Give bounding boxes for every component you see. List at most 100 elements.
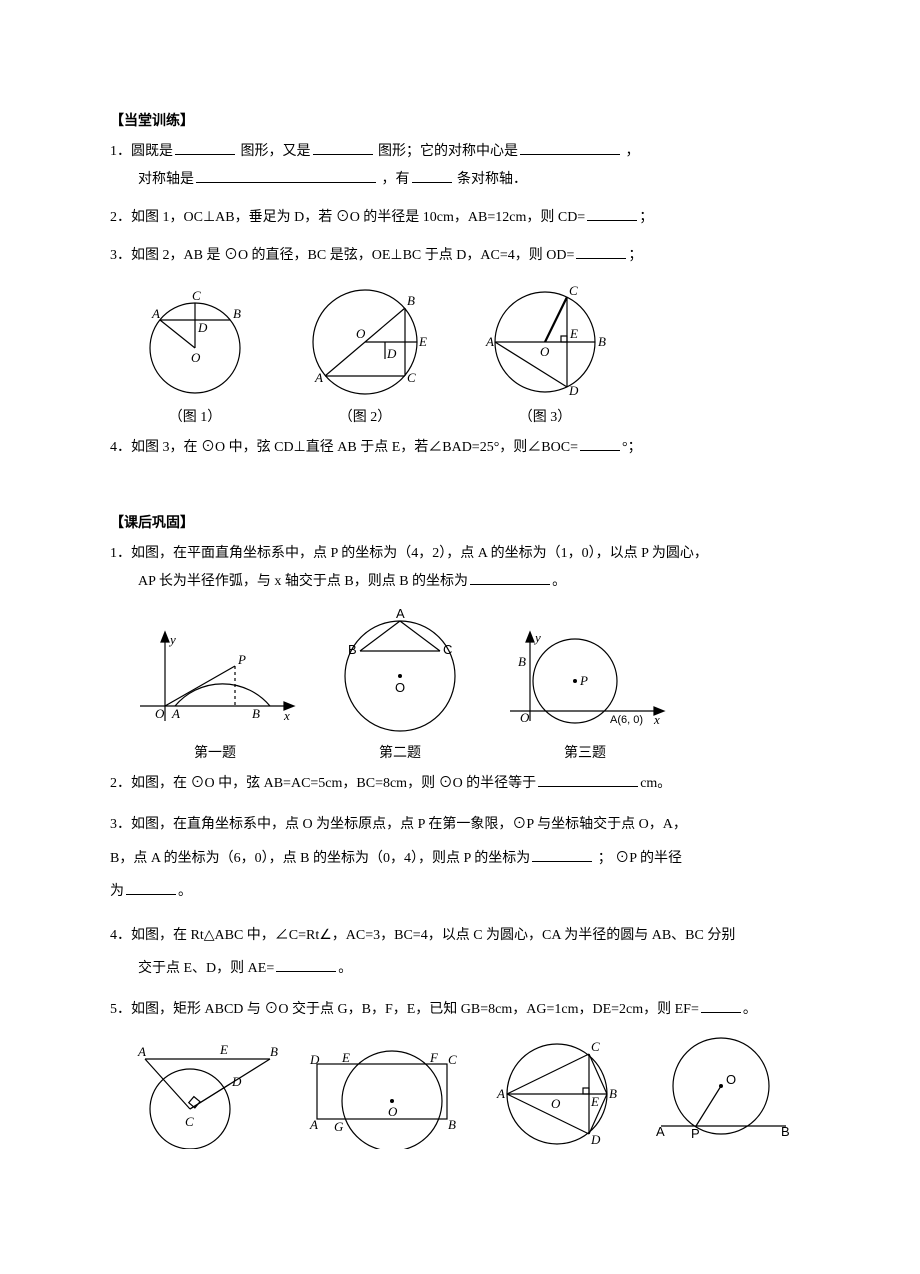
s1-q1: 1．圆既是 图形，又是 图形；它的对称中心是 ， 对称轴是 ，有 条对称轴． xyxy=(110,138,810,194)
blank xyxy=(576,243,626,259)
s1-q2a: 2．如图 1，OC⊥AB，垂足为 D，若 ⊙O 的半径是 10cm，AB=12c… xyxy=(110,210,585,225)
svg-text:A: A xyxy=(314,370,323,385)
svg-text:A: A xyxy=(151,306,160,321)
s1-q4b: °； xyxy=(622,440,642,455)
svg-text:D: D xyxy=(568,383,579,398)
blank xyxy=(701,997,741,1013)
svg-text:A(6, 0): A(6, 0) xyxy=(610,714,643,726)
s2-q4b: 交于点 E、D，则 AE= xyxy=(110,961,274,976)
s1-fig2: A B C O D E （图 2） xyxy=(290,280,440,432)
s1-fig1-cap: （图 1） xyxy=(169,404,222,432)
s2-q5a: 5．如图，矩形 ABCD 与 ⊙O 交于点 G，B，F，E，已知 GB=8cm，… xyxy=(110,1002,699,1017)
svg-text:P: P xyxy=(237,652,246,667)
svg-text:O: O xyxy=(155,706,165,721)
s2-fig4: A B C D E xyxy=(120,1034,280,1149)
blank xyxy=(412,167,452,183)
svg-text:O: O xyxy=(191,350,201,365)
s2-fig6: A B C D O E xyxy=(479,1034,634,1149)
svg-text:C: C xyxy=(448,1052,457,1067)
s1-q4: 4．如图 3，在 ⊙O 中，弦 CD⊥直径 AB 于点 E，若∠BAD=25°，… xyxy=(110,434,810,462)
s2-fig5: D E F C A G B O xyxy=(292,1034,467,1149)
s2-fig2-svg: A B C O xyxy=(330,606,470,736)
s2-fig1-svg: y x O A B P xyxy=(130,626,300,736)
svg-text:B: B xyxy=(609,1086,617,1101)
s2-fig2: A B C O 第二题 xyxy=(330,606,470,768)
blank xyxy=(276,956,336,972)
svg-text:A: A xyxy=(309,1117,318,1132)
svg-text:B: B xyxy=(598,334,606,349)
svg-text:C: C xyxy=(185,1114,194,1129)
svg-text:B: B xyxy=(407,293,415,308)
s2-q1b: AP 长为半径作弧，与 x 轴交于点 B，则点 B 的坐标为 xyxy=(110,574,468,589)
s1-q4a: 4．如图 3，在 ⊙O 中，弦 CD⊥直径 AB 于点 E，若∠BAD=25°，… xyxy=(110,440,578,455)
s2-q2: 2．如图，在 ⊙O 中，弦 AB=AC=5cm，BC=8cm，则 ⊙O 的半径等… xyxy=(110,770,810,798)
s1-fig3-svg: A B C D E O xyxy=(470,280,620,400)
svg-text:O: O xyxy=(551,1096,561,1111)
svg-text:D: D xyxy=(590,1132,601,1147)
section1-title: 【当堂训练】 xyxy=(110,108,810,136)
s2-fig3: y x O B P A(6, 0) 第三题 xyxy=(500,626,670,768)
s2-fig4-svg: A B C D E xyxy=(120,1034,280,1149)
s1-q2b: ； xyxy=(639,210,653,225)
blank xyxy=(520,139,620,155)
svg-text:C: C xyxy=(569,283,578,298)
svg-text:C: C xyxy=(407,370,416,385)
s1-q1g: 条对称轴． xyxy=(457,172,527,187)
svg-text:O: O xyxy=(726,1072,736,1087)
svg-text:D: D xyxy=(231,1074,242,1089)
svg-text:y: y xyxy=(533,630,541,645)
s2-q5b: 。 xyxy=(743,1002,757,1017)
s2-fig3-cap: 第三题 xyxy=(564,740,606,768)
s2-q3e: 。 xyxy=(178,884,192,899)
svg-text:E: E xyxy=(341,1050,350,1065)
s2-fig1: y x O A B P 第一题 xyxy=(130,626,300,768)
blank xyxy=(470,569,550,585)
s1-fig1: A C B D O （图 1） xyxy=(130,280,260,432)
s2-q4c: 。 xyxy=(338,961,352,976)
svg-text:B: B xyxy=(448,1117,456,1132)
s1-figrow: A C B D O （图 1） A B C O xyxy=(130,280,810,432)
s2-q2a: 2．如图，在 ⊙O 中，弦 AB=AC=5cm，BC=8cm，则 ⊙O 的半径等… xyxy=(110,776,536,791)
svg-text:G: G xyxy=(334,1119,344,1134)
blank xyxy=(587,205,637,221)
s1-q3a: 3．如图 2，AB 是 ⊙O 的直径，BC 是弦，OE⊥BC 于点 D，AC=4… xyxy=(110,248,574,263)
svg-text:E: E xyxy=(569,326,578,341)
s1-q2: 2．如图 1，OC⊥AB，垂足为 D，若 ⊙O 的半径是 10cm，AB=12c… xyxy=(110,204,810,232)
s2-q1c: 。 xyxy=(552,574,566,589)
s2-q2b: cm。 xyxy=(640,776,671,791)
blank xyxy=(175,139,235,155)
s1-fig3-cap: （图 3） xyxy=(519,404,572,432)
svg-text:A: A xyxy=(656,1124,665,1139)
svg-text:C: C xyxy=(591,1039,600,1054)
svg-text:B: B xyxy=(252,706,260,721)
s2-q5: 5．如图，矩形 ABCD 与 ⊙O 交于点 G，B，F，E，已知 GB=8cm，… xyxy=(110,996,810,1024)
svg-text:y: y xyxy=(168,632,176,647)
s1-fig2-svg: A B C O D E xyxy=(290,280,440,400)
blank xyxy=(532,845,592,861)
s1-q1f: ，有 xyxy=(382,172,410,187)
svg-text:E: E xyxy=(219,1042,228,1057)
s2-q3: 3．如图，在直角坐标系中，点 O 为坐标原点，点 P 在第一象限，⊙P 与坐标轴… xyxy=(110,808,810,909)
s1-fig1-svg: A C B D O xyxy=(130,280,260,400)
s2-q4a: 4．如图，在 Rt△ABC 中，∠C=Rt∠，AC=3，BC=4，以点 C 为圆… xyxy=(110,928,735,943)
s2-fig5-svg: D E F C A G B O xyxy=(292,1034,467,1149)
s1-fig2-cap: （图 2） xyxy=(339,404,392,432)
s2-fig3-svg: y x O B P A(6, 0) xyxy=(500,626,670,736)
svg-text:O: O xyxy=(388,1104,398,1119)
s1-fig3: A B C D E O （图 3） xyxy=(470,280,620,432)
s2-q3d: 为 xyxy=(110,884,124,899)
s2-fig7-svg: O A B P xyxy=(646,1034,796,1149)
svg-text:x: x xyxy=(283,708,290,723)
svg-text:B: B xyxy=(781,1124,790,1139)
s2-figrow: y x O A B P 第一题 A B C O xyxy=(130,606,810,768)
svg-text:B: B xyxy=(233,306,241,321)
s2-fig7: O A B P xyxy=(646,1034,796,1149)
s1-q1e: 对称轴是 xyxy=(110,172,194,187)
s1-q1a: 1．圆既是 xyxy=(110,144,173,159)
svg-text:B: B xyxy=(518,654,526,669)
s1-q1b: 图形，又是 xyxy=(241,144,311,159)
blank xyxy=(196,167,376,183)
svg-text:B: B xyxy=(270,1044,278,1059)
svg-text:F: F xyxy=(429,1050,439,1065)
blank xyxy=(126,879,176,895)
